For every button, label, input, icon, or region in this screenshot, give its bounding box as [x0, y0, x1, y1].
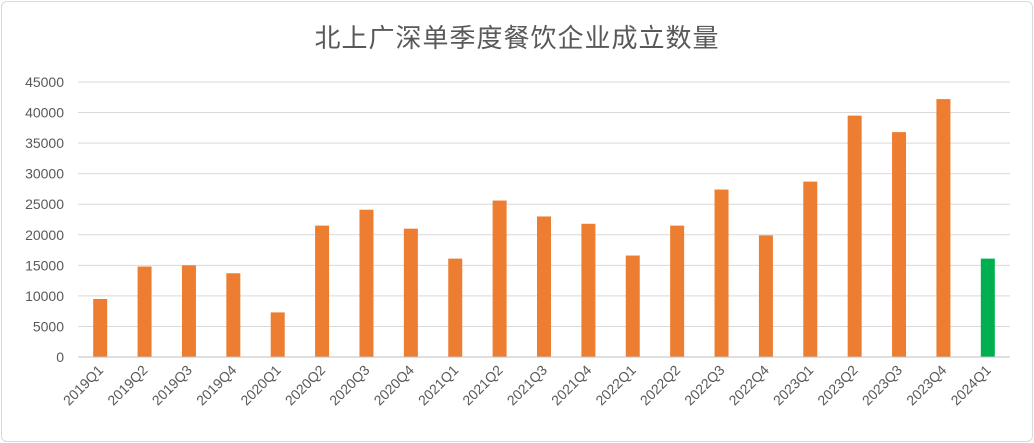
y-tick-label: 15000 [25, 257, 64, 273]
x-tick-label: 2024Q1 [947, 362, 994, 409]
y-tick-label: 30000 [25, 166, 64, 182]
bar-2020Q2 [315, 225, 330, 357]
x-tick-label: 2019Q4 [193, 362, 240, 409]
bars [93, 99, 995, 357]
bar-2022Q1 [625, 255, 640, 357]
y-tick-label: 0 [56, 349, 64, 365]
y-tick-label: 20000 [25, 227, 64, 243]
x-tick-label: 2021Q2 [459, 362, 506, 409]
y-tick-label: 35000 [25, 135, 64, 151]
bar-2019Q2 [137, 266, 152, 357]
chart-title: 北上广深单季度餐饮企业成立数量 [314, 24, 720, 54]
x-axis-ticks: 2019Q12019Q22019Q32019Q42020Q12020Q22020… [60, 362, 994, 409]
bar-2021Q3 [537, 216, 551, 357]
bar-2023Q3 [892, 132, 907, 357]
bar-2020Q4 [403, 228, 418, 357]
x-tick-label: 2019Q1 [60, 362, 107, 409]
x-tick-label: 2022Q3 [681, 362, 728, 409]
x-tick-label: 2022Q2 [637, 362, 684, 409]
x-tick-label: 2022Q1 [592, 362, 639, 409]
x-tick-label: 2023Q2 [814, 362, 861, 409]
y-tick-label: 45000 [25, 74, 64, 90]
bar-2020Q3 [359, 209, 374, 357]
bar-2024Q1 [980, 258, 995, 357]
y-tick-label: 40000 [25, 105, 64, 121]
x-tick-label: 2019Q3 [149, 362, 196, 409]
y-axis-ticks: 0 5000 10000 15000 20000 25000 30000 35000 40000… [25, 74, 64, 365]
x-tick-label: 2021Q3 [504, 362, 551, 409]
x-tick-label: 2021Q4 [548, 362, 595, 409]
bar-2021Q4 [581, 223, 596, 357]
x-tick-label: 2023Q1 [770, 362, 817, 409]
bar-2019Q1 [93, 298, 108, 357]
x-tick-label: 2022Q4 [725, 362, 772, 409]
y-tick-label: 10000 [25, 288, 64, 304]
bar-2019Q3 [181, 265, 196, 357]
x-tick-label: 2020Q4 [370, 362, 417, 409]
bar-2022Q3 [714, 189, 729, 357]
x-tick-label: 2023Q3 [859, 362, 906, 409]
bar-2023Q4 [936, 99, 951, 357]
bar-2023Q1 [803, 181, 818, 357]
bar-2021Q1 [448, 258, 463, 357]
y-tick-label: 5000 [33, 318, 64, 334]
x-tick-label: 2023Q4 [903, 362, 950, 409]
x-tick-label: 2019Q2 [104, 362, 151, 409]
bar-2020Q1 [270, 312, 285, 357]
bar-2023Q2 [847, 115, 862, 357]
x-tick-label: 2020Q3 [326, 362, 373, 409]
x-tick-label: 2021Q1 [415, 362, 462, 409]
bar-2021Q2 [492, 200, 507, 357]
bar-2022Q2 [670, 225, 685, 357]
x-tick-label: 2020Q1 [237, 362, 284, 409]
x-tick-label: 2020Q2 [282, 362, 329, 409]
bar-2022Q4 [758, 235, 773, 357]
bar-2019Q4 [226, 273, 241, 357]
y-tick-label: 25000 [25, 196, 64, 212]
